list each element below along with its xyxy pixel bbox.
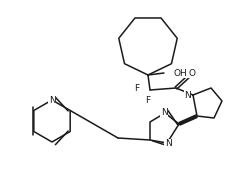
Text: F: F	[134, 84, 139, 93]
Text: N: N	[161, 107, 167, 116]
Text: O: O	[188, 69, 195, 78]
Text: OH: OH	[174, 69, 188, 78]
Text: F: F	[134, 84, 139, 93]
Text: F: F	[145, 96, 151, 105]
Text: N: N	[184, 91, 191, 100]
Text: OH: OH	[174, 69, 188, 78]
Text: O: O	[188, 69, 195, 78]
Text: N: N	[165, 140, 171, 148]
Text: N: N	[49, 96, 55, 105]
Text: N: N	[161, 107, 167, 116]
Text: N: N	[165, 140, 171, 148]
Text: N: N	[49, 96, 55, 105]
Text: F: F	[145, 96, 151, 105]
Text: N: N	[184, 91, 191, 100]
